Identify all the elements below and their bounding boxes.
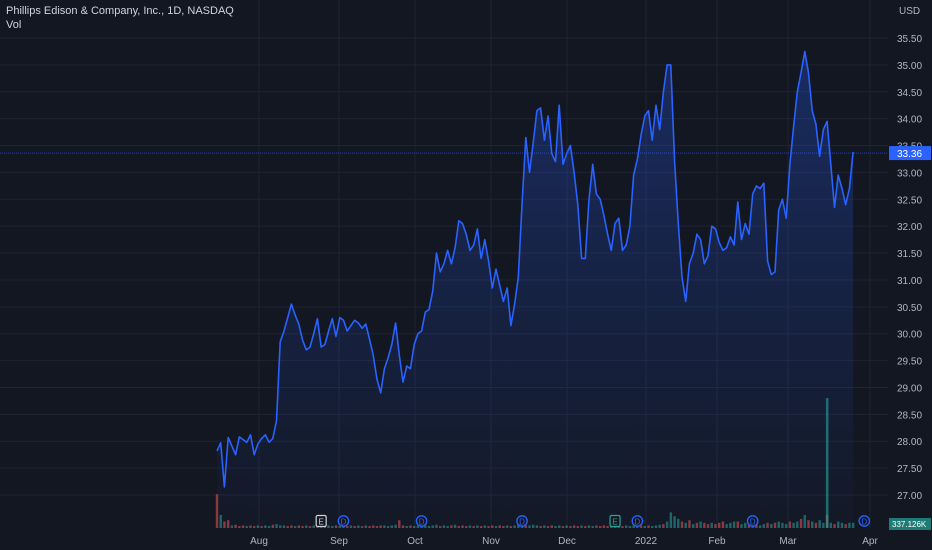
y-tick-label: 33.00 [897, 168, 922, 179]
price-area [217, 51, 854, 529]
currency-label: USD [899, 6, 920, 17]
y-tick-label: 34.50 [897, 88, 922, 99]
price-axis[interactable]: 27.00 27.50 28.00 28.50 29.00 29.50 30.00 30.50… [888, 0, 932, 550]
earnings-marker-icon [609, 514, 621, 528]
marker-letter: D [519, 517, 525, 526]
y-tick-label: 30.00 [897, 330, 922, 341]
marker-letter: D [861, 517, 867, 526]
x-tick-label: Oct [407, 536, 423, 547]
marker-letter: D [750, 517, 756, 526]
volume-bar [851, 522, 855, 528]
earnings-marker-icon [315, 514, 327, 528]
y-tick-label: 32.50 [897, 195, 922, 206]
x-tick-label: Sep [330, 536, 348, 547]
dividend-marker-icon [746, 515, 759, 527]
dividend-marker-icon [858, 515, 871, 527]
y-tick-label: 32.00 [897, 222, 922, 233]
y-tick-label: 30.50 [897, 303, 922, 314]
volume-badge-value: 337.126K [892, 520, 927, 529]
y-tick-label: 35.00 [897, 61, 922, 72]
x-tick-label: Dec [558, 536, 576, 547]
x-tick-label: Apr [862, 536, 878, 547]
y-tick-label: 35.50 [897, 34, 922, 45]
dividend-marker-icon [516, 515, 528, 527]
y-tick-label: 31.00 [897, 276, 922, 287]
volume-badge: 337.126K [889, 518, 931, 530]
x-tick-label: 2022 [635, 536, 658, 547]
x-tick-label: Nov [482, 536, 500, 547]
dividend-marker-icon [631, 515, 644, 527]
y-tick-label: 29.00 [897, 383, 922, 394]
chart-title: Phillips Edison & Company, Inc., 1D, NAS… [6, 5, 234, 17]
time-axis[interactable]: Aug Sep Oct Nov Dec 2022 Feb Mar Apr [250, 536, 878, 547]
volume-badge-bg [889, 518, 931, 530]
last-price-badge: 33.36 [889, 146, 931, 161]
y-tick-label: 28.50 [897, 410, 922, 421]
x-tick-label: Aug [250, 536, 268, 547]
dividend-marker-icon [415, 515, 428, 527]
price-axis-bg [888, 0, 932, 550]
y-tick-label: 27.50 [897, 464, 922, 475]
y-tick-label: 27.00 [897, 491, 922, 502]
marker-letter: E [612, 517, 617, 526]
marker-letter: D [341, 517, 347, 526]
marker-letter: E [318, 517, 323, 526]
x-tick-label: Mar [779, 536, 797, 547]
event-markers: EDDDEDDDEDD [315, 514, 871, 528]
x-tick-label: Feb [708, 536, 726, 547]
y-tick-label: 29.50 [897, 357, 922, 368]
last-price-value: 33.36 [897, 149, 922, 160]
price-line[interactable] [216, 50, 854, 488]
marker-letter: D [634, 517, 640, 526]
last-price-badge-bg [889, 146, 931, 161]
dividend-marker-icon [337, 515, 350, 527]
y-tick-label: 28.00 [897, 437, 922, 448]
y-tick-label: 34.00 [897, 115, 922, 126]
y-tick-label: 31.50 [897, 249, 922, 260]
marker-letter: D [419, 517, 425, 526]
volume-label: Vol [6, 19, 22, 31]
